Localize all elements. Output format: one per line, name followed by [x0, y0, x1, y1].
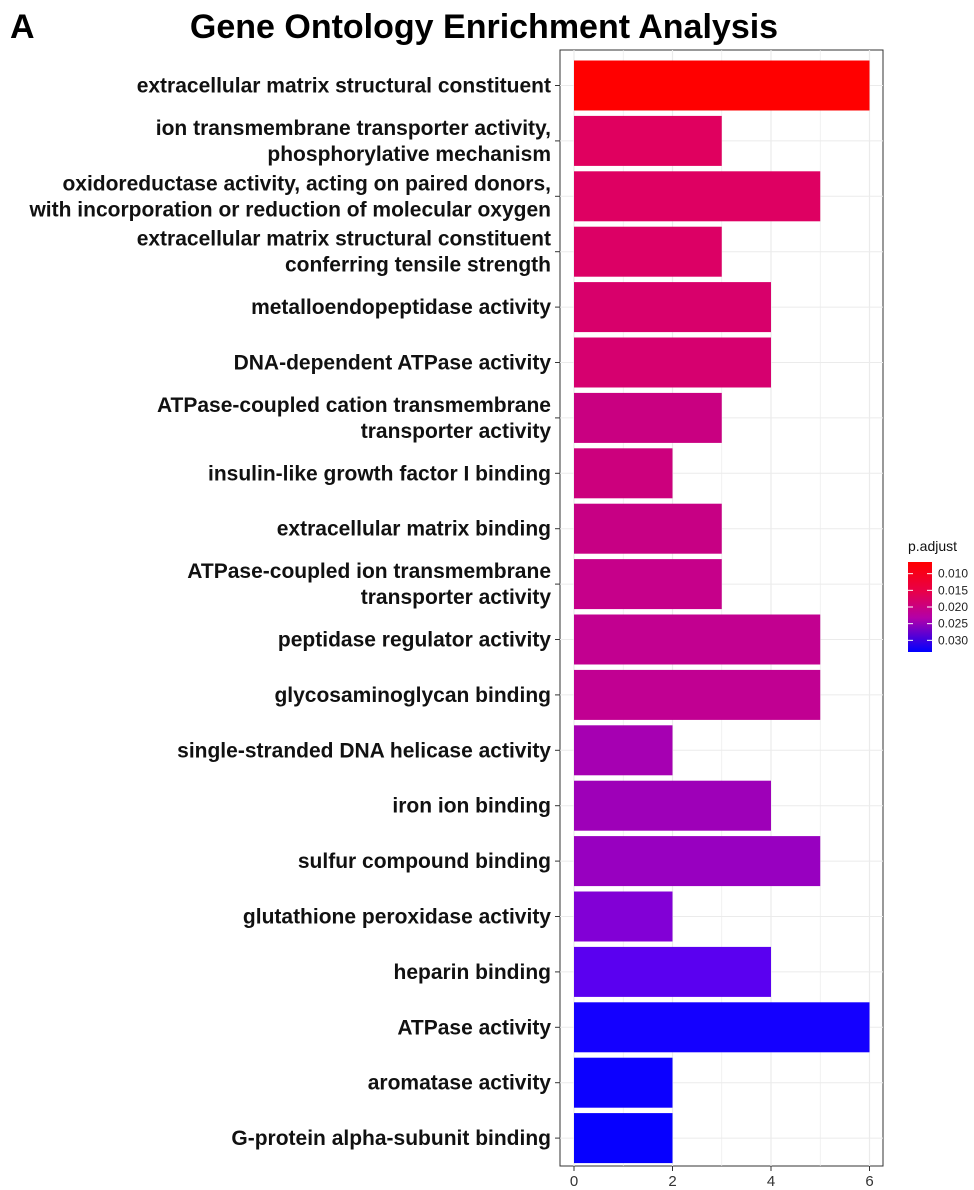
bar: [574, 282, 771, 333]
bar: [574, 60, 870, 111]
category-label: single-stranded DNA helicase activity: [177, 739, 551, 762]
legend-ticks: 0.010 0.015 0.020 0.025 0.030: [908, 567, 968, 647]
x-tick-label: 6: [865, 1173, 873, 1190]
category-label: extracellular matrix structural constitu…: [137, 75, 551, 98]
bar: [574, 1113, 673, 1164]
legend-tick-label: 0.010: [938, 567, 968, 581]
category-label: aromatase activity: [368, 1072, 552, 1095]
bar: [574, 115, 722, 166]
category-label: oxidoreductase activity, acting on paire…: [28, 172, 551, 221]
bar: [574, 780, 771, 831]
bar: [574, 1057, 673, 1108]
category-label: glycosaminoglycan binding: [274, 684, 551, 707]
x-tick-label: 2: [668, 1173, 676, 1190]
category-label: iron ion binding: [392, 795, 551, 818]
category-label: metalloendopeptidase activity: [251, 296, 551, 319]
category-label: insulin-like growth factor I binding: [208, 462, 551, 485]
bar: [574, 669, 821, 720]
category-label: DNA-dependent ATPase activity: [234, 352, 552, 375]
legend-tick-label: 0.025: [938, 617, 968, 631]
legend-title: p.adjust: [908, 538, 957, 554]
bar: [574, 503, 722, 554]
legend-tick-label: 0.015: [938, 583, 968, 597]
category-label: peptidase regulator activity: [278, 629, 551, 652]
category-label: ATPase-coupled ion transmembrane transpor…: [187, 560, 551, 609]
bar: [574, 559, 722, 610]
category-labels: extracellular matrix structural constitu…: [28, 75, 560, 1150]
bar: [574, 1002, 870, 1053]
bar: [574, 392, 722, 443]
bar: [574, 226, 722, 277]
category-label: glutathione peroxidase activity: [243, 906, 551, 929]
bar: [574, 725, 673, 776]
category-label: sulfur compound binding: [298, 850, 551, 873]
category-label: G-protein alpha-subunit binding: [231, 1127, 551, 1150]
bar: [574, 836, 821, 887]
x-tick-label: 0: [570, 1173, 578, 1190]
legend-tick-label: 0.020: [938, 600, 968, 614]
category-label: heparin binding: [394, 961, 552, 984]
panel-letter: A: [10, 8, 35, 46]
category-label: extracellular matrix structural constitu…: [137, 228, 551, 277]
bar: [574, 946, 771, 997]
legend: p.adjust 0.010 0.015 0.020 0.025 0.030: [908, 538, 968, 652]
bars: [574, 60, 870, 1164]
bar: [574, 171, 821, 222]
category-label: ATPase-coupled cation transmembrane trans…: [157, 394, 551, 443]
bar: [574, 614, 821, 665]
x-axis: 0 2 4 6: [570, 1166, 874, 1190]
bar: [574, 891, 673, 942]
x-tick-label: 4: [767, 1173, 775, 1190]
chart-title: Gene Ontology Enrichment Analysis: [190, 8, 778, 46]
bar: [574, 448, 673, 499]
legend-tick-label: 0.030: [938, 633, 968, 647]
category-label: ion transmembrane transporter activity, p…: [156, 117, 551, 166]
category-label: extracellular matrix binding: [277, 518, 551, 541]
category-label: ATPase activity: [397, 1016, 551, 1039]
bar: [574, 337, 771, 388]
